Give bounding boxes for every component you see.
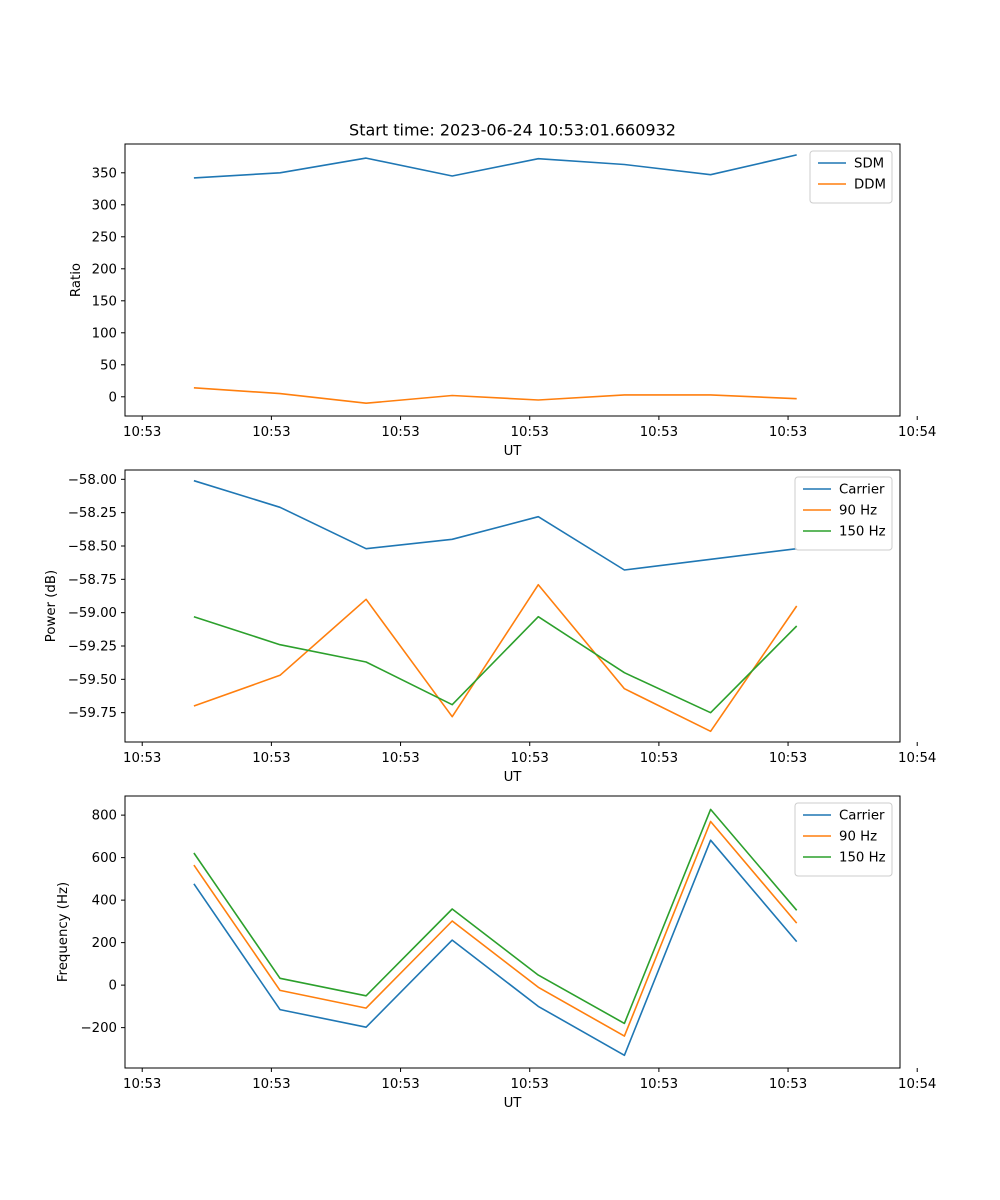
panel-3: −200 0 200 400 600 800 10:53 10:53 10:53 10:53 10:…: [56, 795, 936, 1111]
x-tick-label: 10:53: [769, 425, 807, 440]
x-tick-label: 10:53: [381, 1077, 419, 1092]
y-tick-label: 200: [92, 262, 117, 277]
x-axis-label: UT: [504, 1096, 523, 1111]
series-line-150-hz: [193, 808, 798, 1025]
series-line-90-hz: [193, 583, 798, 733]
series-line-150-hz: [193, 615, 798, 714]
legend: SDM DDM: [809, 150, 893, 204]
axes-frame: [124, 143, 901, 417]
x-tick-label: 10:54: [898, 425, 936, 440]
legend-label: 90 Hz: [839, 504, 877, 519]
y-tick-label: −59.00: [68, 606, 117, 621]
series-line-sdm: [193, 154, 797, 179]
y-axis-label: Ratio: [69, 263, 84, 297]
legend-label: 90 Hz: [839, 830, 877, 845]
panel-1: 0 50 100 150 200 250 300 350 10:53 10:53 10:53 10:5…: [69, 143, 936, 459]
y-tick-label: 200: [92, 936, 117, 951]
x-tick-label: 10:53: [511, 751, 549, 766]
panels: 0 50 100 150 200 250 300 350 10:53 10:53 10:53 10:5…: [44, 143, 936, 1111]
x-tick-label: 10:53: [123, 751, 161, 766]
y-axis-label: Frequency (Hz): [56, 882, 71, 982]
y-tick-label: −59.50: [68, 673, 117, 688]
y-tick-label: −58.25: [68, 506, 117, 521]
series-line-ddm: [193, 387, 797, 405]
y-tick-label: 400: [92, 894, 117, 909]
series-line-90-hz: [193, 820, 798, 1037]
y-tick-label: 600: [92, 851, 117, 866]
y-tick-label: −58.50: [68, 540, 117, 555]
y-tick-label: 150: [92, 294, 117, 309]
y-tick-label: −200: [80, 1021, 117, 1036]
legend: Carrier 90 Hz 150 Hz: [794, 476, 893, 551]
y-axis-label: Power (dB): [44, 570, 59, 642]
x-tick-label: 10:53: [252, 751, 290, 766]
x-tick-label: 10:53: [511, 425, 549, 440]
x-tick-label: 10:53: [123, 425, 161, 440]
x-tick-label: 10:53: [640, 751, 678, 766]
y-tick-label: 300: [92, 198, 117, 213]
y-tick-label: 350: [92, 166, 117, 181]
y-tick-label: −58.75: [68, 573, 117, 588]
legend-label: Carrier: [839, 483, 885, 498]
y-tick-label: 0: [109, 390, 117, 405]
legend-label: SDM: [854, 157, 884, 172]
y-tick-label: −59.75: [68, 706, 117, 721]
legend-label: 150 Hz: [839, 525, 886, 540]
x-tick-label: 10:53: [252, 1077, 290, 1092]
x-axis-label: UT: [504, 770, 523, 785]
y-tick-label: 0: [109, 979, 117, 994]
x-axis-label: UT: [504, 444, 523, 459]
series-line-carrier: [193, 479, 797, 571]
x-tick-label: 10:53: [123, 1077, 161, 1092]
x-tick-label: 10:53: [640, 1077, 678, 1092]
series-line-carrier: [193, 839, 798, 1057]
x-tick-label: 10:53: [511, 1077, 549, 1092]
x-tick-label: 10:53: [769, 751, 807, 766]
x-tick-label: 10:53: [252, 425, 290, 440]
x-tick-label: 10:54: [898, 751, 936, 766]
x-tick-label: 10:54: [898, 1077, 936, 1092]
x-tick-label: 10:53: [381, 425, 419, 440]
axes-frame: [124, 795, 901, 1069]
y-tick-label: 100: [92, 326, 117, 341]
legend: Carrier 90 Hz 150 Hz: [794, 802, 893, 877]
y-tick-label: −58.00: [68, 473, 117, 488]
legend-label: Carrier: [839, 809, 885, 824]
legend-label: 150 Hz: [839, 851, 886, 866]
x-tick-label: 10:53: [381, 751, 419, 766]
axes-frame: [124, 469, 901, 743]
y-tick-label: 50: [100, 358, 117, 373]
x-tick-label: 10:53: [640, 425, 678, 440]
legend-box: [809, 150, 893, 204]
panel-2: −58.00 −58.25 −58.50 −58.75 −59.00 −59.25 −59.…: [44, 469, 936, 785]
y-tick-label: 800: [92, 809, 117, 824]
y-tick-label: −59.25: [68, 640, 117, 655]
legend-label: DDM: [854, 178, 886, 193]
figure-title: Start time: 2023-06-24 10:53:01.660932: [349, 121, 676, 140]
y-tick-label: 250: [92, 230, 117, 245]
x-tick-label: 10:53: [769, 1077, 807, 1092]
